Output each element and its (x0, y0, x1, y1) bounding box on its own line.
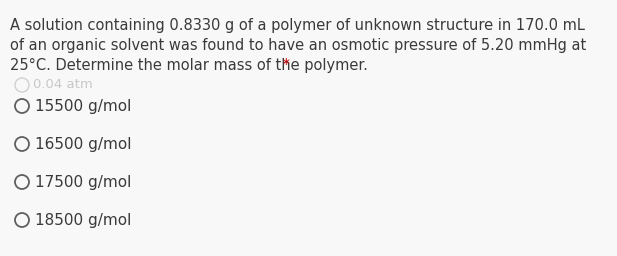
Text: of an organic solvent was found to have an osmotic pressure of 5.20 mmHg at: of an organic solvent was found to have … (10, 38, 586, 53)
Text: A solution containing 0.8330 g of a polymer of unknown structure in 170.0 mL: A solution containing 0.8330 g of a poly… (10, 18, 585, 33)
Text: 16500 g/mol: 16500 g/mol (35, 136, 131, 152)
Text: 15500 g/mol: 15500 g/mol (35, 99, 131, 113)
Text: 17500 g/mol: 17500 g/mol (35, 175, 131, 189)
Text: *: * (278, 58, 290, 73)
Text: 25°C. Determine the molar mass of the polymer.: 25°C. Determine the molar mass of the po… (10, 58, 368, 73)
Text: 0.04 atm: 0.04 atm (33, 79, 93, 91)
Text: 18500 g/mol: 18500 g/mol (35, 212, 131, 228)
